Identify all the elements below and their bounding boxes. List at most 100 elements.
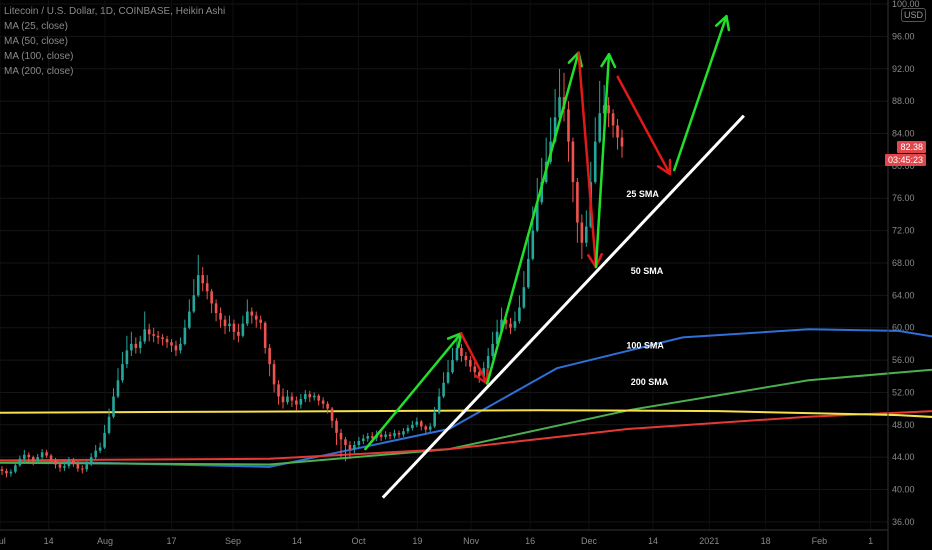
candle-body bbox=[188, 311, 191, 328]
y-tick-label: 40.00 bbox=[892, 485, 915, 495]
y-tick-label: 48.00 bbox=[892, 420, 915, 430]
candle-body bbox=[500, 319, 503, 332]
x-tick-label: 18 bbox=[761, 536, 771, 546]
candle-body bbox=[165, 339, 169, 343]
candle-body bbox=[388, 434, 392, 437]
candle-body bbox=[495, 331, 499, 344]
candle-body bbox=[143, 329, 147, 342]
candle-body bbox=[94, 450, 97, 458]
candle-body bbox=[63, 466, 66, 468]
candle-body bbox=[67, 460, 71, 467]
candle-body bbox=[433, 412, 436, 427]
candle-body bbox=[482, 368, 486, 377]
x-tick-label: Aug bbox=[97, 536, 113, 546]
candle-body bbox=[98, 447, 102, 451]
candle-body bbox=[335, 420, 338, 433]
candle-body bbox=[317, 395, 320, 401]
candle-body bbox=[344, 439, 347, 446]
sma-label: 50 SMA bbox=[631, 266, 664, 276]
candle-body bbox=[299, 398, 303, 405]
candle-body bbox=[518, 307, 521, 322]
candle-body bbox=[424, 426, 428, 430]
candle-body bbox=[437, 396, 441, 413]
candle-body bbox=[384, 434, 387, 437]
candle-body bbox=[295, 400, 298, 405]
candle-body bbox=[473, 366, 477, 373]
candle-body bbox=[326, 403, 329, 409]
candle-body bbox=[183, 327, 187, 344]
candle-body bbox=[80, 468, 84, 470]
y-tick-label: 52.00 bbox=[892, 387, 915, 397]
ma100-legend[interactable]: MA (100, close) bbox=[4, 51, 74, 62]
ma25-legend[interactable]: MA (25, close) bbox=[4, 21, 68, 32]
support-trendline bbox=[381, 114, 745, 499]
x-tick-label: 2021 bbox=[699, 536, 719, 546]
candle-body bbox=[58, 464, 62, 468]
candle-body bbox=[31, 457, 35, 462]
y-tick-label: 88.00 bbox=[892, 96, 915, 106]
candle-body bbox=[540, 182, 544, 203]
candle-body bbox=[513, 321, 517, 328]
candle-body bbox=[134, 343, 138, 348]
x-tick-label: Nov bbox=[463, 536, 480, 546]
x-tick-label: Feb bbox=[812, 536, 828, 546]
candle-body bbox=[23, 454, 26, 459]
candle-body bbox=[486, 356, 490, 369]
candle-body bbox=[76, 463, 80, 469]
candle-body bbox=[107, 416, 111, 433]
sma-label: 200 SMA bbox=[631, 377, 669, 387]
candle-body bbox=[27, 454, 31, 458]
y-tick-label: 56.00 bbox=[892, 355, 915, 365]
candle-body bbox=[36, 457, 39, 462]
candle-body bbox=[442, 382, 445, 397]
candle-body bbox=[469, 360, 472, 367]
candle-body bbox=[361, 438, 365, 441]
candle-body bbox=[246, 311, 249, 324]
x-tick-label: Oct bbox=[351, 536, 366, 546]
candle-body bbox=[558, 97, 561, 118]
candle-body bbox=[0, 469, 4, 471]
ma200-legend[interactable]: MA (200, close) bbox=[4, 66, 74, 77]
sma-label: 25 SMA bbox=[626, 189, 659, 199]
candle-body bbox=[49, 455, 53, 461]
x-tick-label: 14 bbox=[648, 536, 658, 546]
green-arrow-head bbox=[714, 14, 731, 32]
candle-body bbox=[585, 226, 588, 243]
candle-body bbox=[446, 372, 450, 383]
candle-body bbox=[598, 113, 601, 142]
candle-body bbox=[379, 434, 383, 437]
candle-body bbox=[455, 347, 459, 361]
candle-body bbox=[152, 334, 155, 336]
candle-body bbox=[451, 360, 454, 373]
sma-line bbox=[0, 410, 932, 462]
candle-body bbox=[103, 432, 106, 448]
y-tick-label: 72.00 bbox=[892, 226, 915, 236]
candle-body bbox=[192, 295, 196, 312]
candle-body bbox=[14, 465, 17, 472]
candle-body bbox=[116, 380, 120, 397]
candle-body bbox=[5, 470, 8, 474]
candle-body bbox=[241, 323, 245, 336]
candle-body bbox=[268, 347, 271, 365]
candle-body bbox=[237, 331, 240, 336]
candle-body bbox=[286, 396, 289, 403]
candle-body bbox=[138, 341, 142, 348]
candle-body bbox=[535, 202, 539, 231]
moving-average-lines bbox=[0, 328, 932, 468]
y-tick-label: 36.00 bbox=[892, 517, 915, 527]
x-tick-label: 14 bbox=[44, 536, 54, 546]
candle-body bbox=[205, 283, 209, 292]
symbol-title[interactable]: Litecoin / U.S. Dollar, 1D, COINBASE, He… bbox=[4, 6, 226, 17]
candle-body bbox=[553, 117, 557, 142]
candle-body bbox=[170, 342, 173, 346]
currency-badge[interactable]: USD bbox=[900, 8, 926, 22]
candle-body bbox=[620, 137, 624, 147]
candle-body bbox=[281, 396, 285, 403]
x-tick-label: Sep bbox=[225, 536, 241, 546]
ma50-legend[interactable]: MA (50, close) bbox=[4, 36, 68, 47]
candle-body bbox=[250, 311, 254, 316]
candle-body bbox=[509, 323, 512, 328]
